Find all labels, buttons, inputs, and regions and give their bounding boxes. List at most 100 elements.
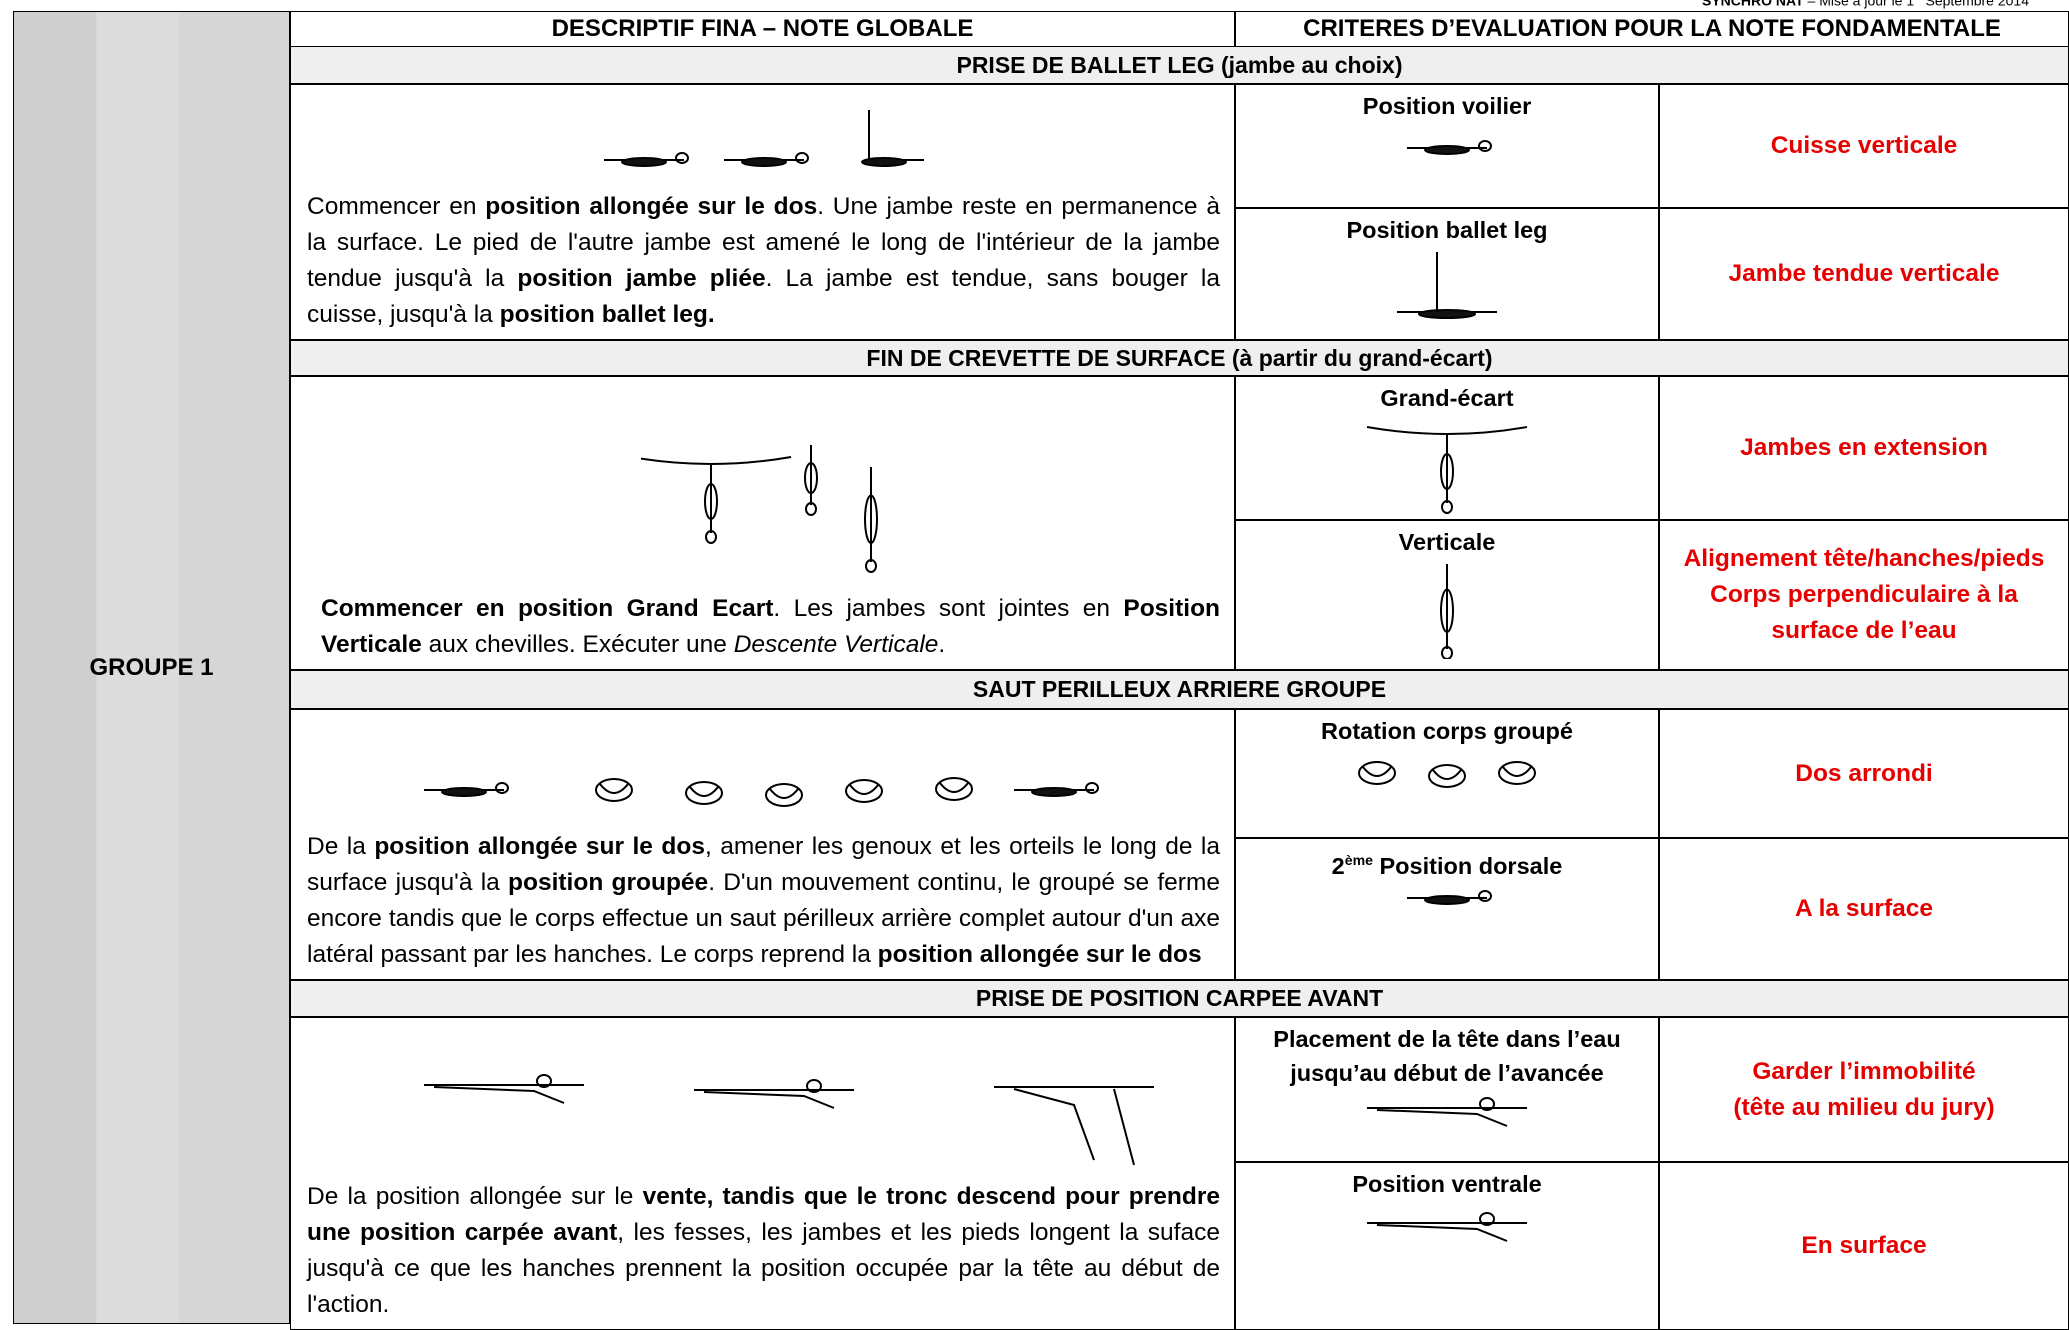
position-cell: Position ventrale bbox=[1235, 1162, 1659, 1330]
group-label: GROUPE 1 bbox=[89, 653, 214, 681]
section-title: PRISE DE POSITION CARPEE AVANT bbox=[290, 980, 2069, 1017]
position-label: Rotation corps groupé bbox=[1321, 714, 1573, 748]
text-run: Descente Verticale bbox=[733, 631, 939, 658]
text-run: De la bbox=[307, 833, 375, 860]
figure bbox=[1257, 1090, 1637, 1130]
text-run: . bbox=[938, 631, 946, 658]
text-run: 2 bbox=[1331, 852, 1345, 879]
position-label: Position ballet leg bbox=[1346, 213, 1547, 247]
figure-drawing bbox=[1397, 252, 1497, 319]
criterion: Jambe tendue verticale bbox=[1728, 260, 2000, 287]
section-title-text: PRISE DE POSITION CARPEE AVANT bbox=[975, 985, 1384, 1011]
position-cell: Placement de la tête dans l’eau jusqu’au… bbox=[1235, 1017, 1659, 1162]
criterion: Garder l’immobilité bbox=[1752, 1057, 1976, 1085]
criterion: En surface bbox=[1801, 1232, 1927, 1259]
text-run: position ballet leg. bbox=[499, 301, 715, 328]
text-run: SYNCHRO NAT bbox=[1702, 0, 1804, 9]
criterion-cell: Jambes en extension bbox=[1659, 376, 2069, 520]
figure-drawing bbox=[1440, 564, 1454, 659]
text-run: position allongée sur le dos bbox=[485, 193, 818, 220]
description: Commencer en position Grand Ecart. Les j… bbox=[321, 591, 1220, 663]
figure bbox=[1347, 415, 1547, 515]
group-cell: GROUPE 1 bbox=[13, 11, 290, 1324]
criterion: Corps perpendiculaire à la bbox=[1710, 581, 2018, 608]
position-cell: Position voilier bbox=[1235, 84, 1659, 208]
text-run: Position voilier bbox=[1362, 93, 1532, 119]
text-run: position allongée sur le dos bbox=[877, 941, 1202, 968]
figure bbox=[584, 105, 944, 185]
description-cell: De la position allongée sur le dos, amen… bbox=[290, 709, 1235, 980]
position-label: Grand-écart bbox=[1380, 381, 1513, 415]
figure-drawing bbox=[640, 445, 878, 573]
section-title-text: PRISE DE BALLET LEG (jambe au choix) bbox=[956, 51, 1403, 78]
section-title-text: SAUT PERILLEUX ARRIERE GROUPE bbox=[972, 676, 1387, 702]
text-run: aux chevilles. Exécuter une bbox=[421, 631, 734, 658]
description: De la position allongée sur le dos, amen… bbox=[307, 829, 1220, 973]
position-cell: 2ème Position dorsale bbox=[1235, 838, 1659, 980]
description-cell: Commencer en position allongée sur le do… bbox=[290, 84, 1235, 340]
text-run: Placement de la tête dans l’eau jusqu’au… bbox=[1273, 1026, 1621, 1086]
text-run: – Mise à jour le 1 bbox=[1803, 0, 1915, 9]
text-run: Septembre 2014 bbox=[1921, 0, 2029, 9]
criterion: (tête au milieu du jury) bbox=[1733, 1093, 1995, 1121]
criterion: Alignement tête/hanches/pieds bbox=[1683, 545, 2045, 572]
figure-drawing bbox=[1407, 889, 1492, 905]
text-run: . Les jambes sont jointes en bbox=[773, 595, 1124, 622]
text-run: . Une jambe reste en permanence à la sur… bbox=[307, 193, 1220, 292]
figure-drawing bbox=[1366, 426, 1528, 514]
description: De la position allongée sur le vente, ta… bbox=[307, 1179, 1220, 1323]
position-cell: Rotation corps groupé bbox=[1235, 709, 1659, 838]
text-run: vente, tandis que le tronc descend pour … bbox=[307, 1183, 1220, 1246]
figure-drawing bbox=[1358, 761, 1536, 788]
figure-drawing bbox=[1407, 140, 1492, 155]
text-run: er bbox=[1914, 0, 1921, 2]
criterion-cell: Alignement tête/hanches/pieds Corps perpe… bbox=[1659, 520, 2069, 670]
text-run: Position dorsale bbox=[1372, 852, 1563, 879]
position-label: 2ème Position dorsale bbox=[1332, 843, 1563, 883]
text-run: . D'un mouvement continu, le groupé se f… bbox=[307, 869, 1220, 968]
figure bbox=[1337, 748, 1557, 798]
description-cell: Commencer en position Grand Ecart. Les j… bbox=[290, 376, 1235, 670]
criterion-cell: Cuisse verticale bbox=[1659, 84, 2069, 208]
text-run: De la position allongée sur le bbox=[307, 1183, 643, 1210]
position-cell: Position ballet leg bbox=[1235, 208, 1659, 340]
figure bbox=[374, 1065, 1154, 1175]
text-run: position groupée bbox=[508, 869, 709, 896]
description-cell: De la position allongée sur le vente, ta… bbox=[290, 1017, 1235, 1330]
criterion-cell: Garder l’immobilité (tête au milieu du ju… bbox=[1659, 1017, 2069, 1162]
header-note: SYNCHRO NAT – Mise à jour le 1er Septemb… bbox=[1702, 0, 2029, 9]
figure bbox=[640, 437, 901, 587]
text-run: Position Verticale bbox=[321, 595, 1220, 658]
description: Commencer en position allongée sur le do… bbox=[307, 189, 1220, 333]
criterion: Dos arrondi bbox=[1795, 759, 1933, 787]
column-title: DESCRIPTIF FINA – NOTE GLOBALE bbox=[551, 15, 974, 42]
criterion: Jambes en extension bbox=[1740, 434, 1988, 461]
column-title: CRITERES D’EVALUATION POUR LA NOTE FONDA… bbox=[1303, 15, 2001, 42]
position-label: Verticale bbox=[1399, 525, 1496, 559]
section-title: PRISE DE BALLET LEG (jambe au choix) bbox=[290, 46, 2069, 84]
text-run: Position ventrale bbox=[1352, 1171, 1542, 1197]
criterion-cell: Jambe tendue verticale bbox=[1659, 208, 2069, 340]
text-run: Commencer en position Grand Ecart bbox=[321, 595, 774, 622]
criterion-cell: En surface bbox=[1659, 1162, 2069, 1330]
text-run: Grand-écart bbox=[1380, 385, 1514, 411]
section-title: SAUT PERILLEUX ARRIERE GROUPE bbox=[290, 670, 2069, 709]
position-label: Position ventrale bbox=[1352, 1167, 1541, 1201]
text-run: Position ballet leg bbox=[1346, 217, 1548, 243]
criterion: Cuisse verticale bbox=[1770, 132, 1958, 159]
position-label: Placement de la tête dans l’eau jusqu’au… bbox=[1236, 1022, 1658, 1090]
criterion: surface de l’eau bbox=[1771, 617, 1957, 644]
text-run: , les fesses, les jambes et les pieds lo… bbox=[307, 1219, 1220, 1318]
position-cell: Grand-écart bbox=[1235, 376, 1659, 520]
figure bbox=[1367, 883, 1527, 913]
figure-drawing bbox=[1367, 1097, 1527, 1127]
text-run: Commencer en bbox=[307, 193, 486, 220]
figure-drawing bbox=[423, 777, 1099, 807]
section-title-text: FIN DE CREVETTE DE SURFACE (à partir du … bbox=[866, 344, 1493, 371]
text-run: position allongée sur le dos bbox=[374, 833, 705, 860]
text-run: . La jambe est tendue, sans bouger la cu… bbox=[307, 265, 1220, 328]
text-run: ème bbox=[1344, 852, 1373, 868]
figure-drawing bbox=[423, 1074, 1154, 1166]
position-label: Position voilier bbox=[1363, 89, 1531, 123]
